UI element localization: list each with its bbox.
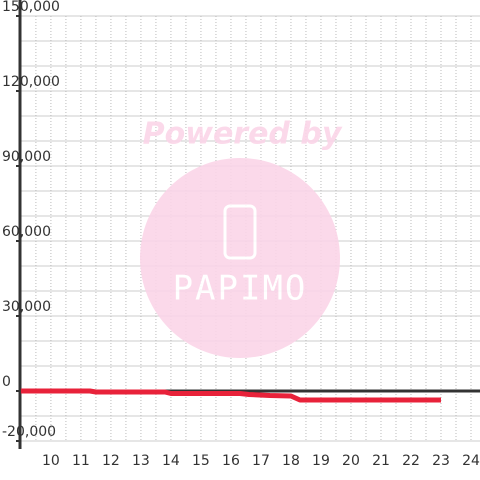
y-tick-label: 60,000	[2, 224, 51, 240]
y-tick-label: 150,000	[2, 0, 60, 15]
x-tick-label: 19	[312, 453, 330, 469]
watermark-brand: PAPIMO	[173, 269, 308, 309]
x-tick-label: 14	[162, 453, 180, 469]
y-tick-label: 90,000	[2, 149, 51, 165]
x-tick-label: 23	[432, 453, 450, 469]
x-tick-label: 24	[462, 453, 480, 469]
y-tick-label: -20,000	[2, 424, 56, 440]
x-tick-label: 22	[402, 453, 420, 469]
line	[20, 388, 441, 403]
y-tick-label: 120,000	[2, 74, 60, 90]
y-tick-label: 30,000	[2, 299, 51, 315]
x-tick-label: 15	[192, 453, 210, 469]
x-tick-label: 17	[252, 453, 270, 469]
watermark-tagline: Powered by	[143, 117, 343, 152]
y-tick-label: 0	[2, 374, 11, 390]
x-tick-label: 21	[372, 453, 390, 469]
x-tick-label: 12	[102, 453, 120, 469]
x-tick-label: 11	[72, 453, 90, 469]
phone-icon	[223, 204, 257, 260]
x-tick-label: 10	[42, 453, 60, 469]
x-tick-label: 20	[342, 453, 360, 469]
x-tick-label: 18	[282, 453, 300, 469]
x-tick-label: 16	[222, 453, 240, 469]
watermark: Powered by PAPIMO	[140, 117, 343, 358]
x-tick-label: 13	[132, 453, 150, 469]
